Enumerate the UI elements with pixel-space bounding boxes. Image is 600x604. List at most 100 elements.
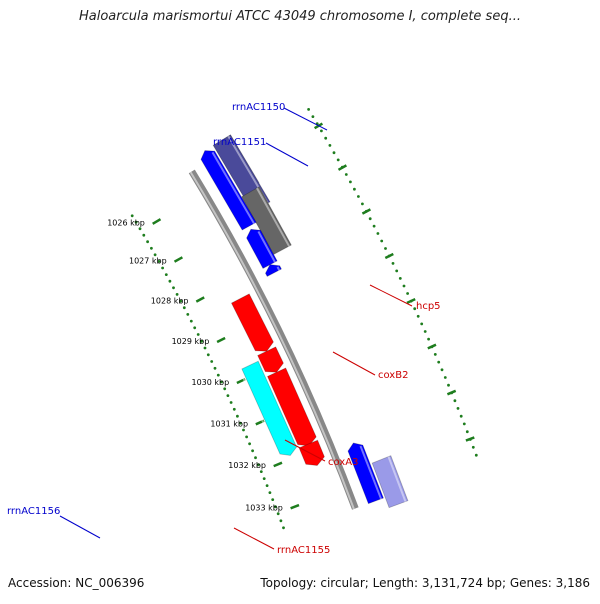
outer-dot <box>443 376 447 379</box>
gene-label-leader <box>233 527 275 550</box>
outer-dot <box>336 158 340 162</box>
gene-label-leader <box>369 284 413 307</box>
inner-dot <box>179 299 183 303</box>
inner-dot <box>130 214 134 218</box>
inner-dot <box>282 526 285 530</box>
summary-label: Topology: circular; Length: 3,131,724 bp… <box>260 576 590 590</box>
gene-arrow-hcp5[interactable] <box>230 293 274 352</box>
outer-dot <box>398 277 402 280</box>
inner-dot <box>242 428 245 432</box>
inner-dot <box>274 505 277 509</box>
inner-dot <box>271 498 275 501</box>
inner-dot <box>203 346 207 350</box>
inner-dot <box>268 491 272 494</box>
outer-dot <box>391 262 395 265</box>
tick-label: 1029 kbp <box>172 337 210 346</box>
inner-dot <box>182 306 186 310</box>
gene-arrow-rrnac1151[interactable] <box>246 228 278 269</box>
inner-tick-mark <box>195 296 205 303</box>
inner-dot <box>138 227 142 231</box>
outer-dot <box>440 368 444 372</box>
gene-arrow-coxb2[interactable] <box>257 346 284 373</box>
gene-label[interactable]: coxA3 <box>328 457 358 468</box>
inner-dot <box>262 477 266 480</box>
cds-cyan-band-highlight <box>238 369 279 456</box>
gene-label[interactable]: coxB2 <box>378 370 408 381</box>
outer-tick-mark <box>361 208 371 215</box>
outer-dot <box>384 247 387 250</box>
gene-label[interactable]: rrnAC1150 <box>232 102 285 113</box>
outer-dot <box>447 383 450 387</box>
inner-dot <box>248 442 252 446</box>
outer-dot <box>416 314 420 318</box>
accession-label: Accession: NC_006396 <box>8 576 145 590</box>
inner-dot <box>196 333 200 336</box>
outer-dot <box>395 269 399 273</box>
outer-dot <box>349 180 352 184</box>
inner-dot <box>257 463 260 467</box>
inner-dot <box>223 387 227 391</box>
outer-dot <box>453 399 457 403</box>
outer-dot <box>471 445 475 449</box>
inner-dot <box>153 253 157 257</box>
outer-dot <box>433 353 437 356</box>
gene-label[interactable]: rrnAC1156 <box>7 506 60 517</box>
inner-dot <box>213 366 217 370</box>
gene-arrow-rrnac1155[interactable] <box>298 439 325 466</box>
inner-dot <box>150 246 153 250</box>
inner-dot <box>200 339 204 343</box>
tick-label: 1032 kbp <box>228 461 266 470</box>
inner-dot <box>259 470 263 473</box>
outer-dot <box>311 115 315 118</box>
outer-dot <box>380 239 384 243</box>
map-title: Haloarcula marismortui ATCC 43049 chromo… <box>79 9 521 24</box>
outer-dot <box>328 144 332 147</box>
outer-dot <box>456 407 460 410</box>
feature-light-band[interactable] <box>371 455 409 509</box>
gene-arrow-rrnac1151-highlight <box>257 231 276 263</box>
inner-dot <box>206 353 210 357</box>
outer-tick-mark <box>337 164 348 171</box>
tick-label: 1027 kbp <box>129 257 167 266</box>
outer-dot <box>324 136 328 140</box>
feature-gray-band[interactable] <box>241 186 292 255</box>
outer-dot <box>462 422 466 426</box>
gene-arrow-small[interactable] <box>265 264 282 277</box>
inner-tick-mark <box>236 377 246 385</box>
outer-dot <box>465 430 469 434</box>
gene-label[interactable]: hcp5 <box>416 301 441 312</box>
outer-dot <box>372 224 376 228</box>
inner-tick-mark <box>173 256 184 263</box>
cds-cyan-band[interactable] <box>241 360 298 456</box>
gene-label-leader <box>283 107 328 131</box>
inner-dot <box>161 266 165 270</box>
inner-dot <box>146 240 150 244</box>
gene-arrow-rrnac1150[interactable] <box>200 150 257 231</box>
inner-dot <box>193 326 197 330</box>
gene-label[interactable]: rrnAC1151 <box>213 137 266 148</box>
tick-label: 1026 kbp <box>107 219 145 228</box>
gene-label[interactable]: rrnAC1155 <box>277 545 330 556</box>
gene-arrow-rrnac1156[interactable] <box>347 442 384 505</box>
outer-dot <box>332 151 336 155</box>
inner-dot <box>210 360 214 363</box>
outer-dot <box>320 129 323 133</box>
inner-dot <box>229 401 233 404</box>
inner-dot <box>265 484 269 487</box>
tick-label: 1031 kbp <box>210 419 248 428</box>
outer-dot <box>357 195 360 198</box>
backbone-highlight <box>189 171 355 510</box>
outer-dot <box>307 108 310 111</box>
outer-tick-mark <box>446 389 457 396</box>
gene-arrow-coxa3[interactable] <box>266 367 317 447</box>
inner-dot <box>279 519 283 523</box>
feature-gray-band-highlight <box>256 187 290 247</box>
inner-dot <box>157 260 161 263</box>
outer-dot <box>423 330 427 333</box>
tick-label: 1030 kbp <box>191 378 229 387</box>
outer-dot <box>353 187 356 191</box>
outer-dot <box>376 232 380 235</box>
outer-dot <box>474 453 478 457</box>
inner-tick-mark <box>255 419 265 426</box>
